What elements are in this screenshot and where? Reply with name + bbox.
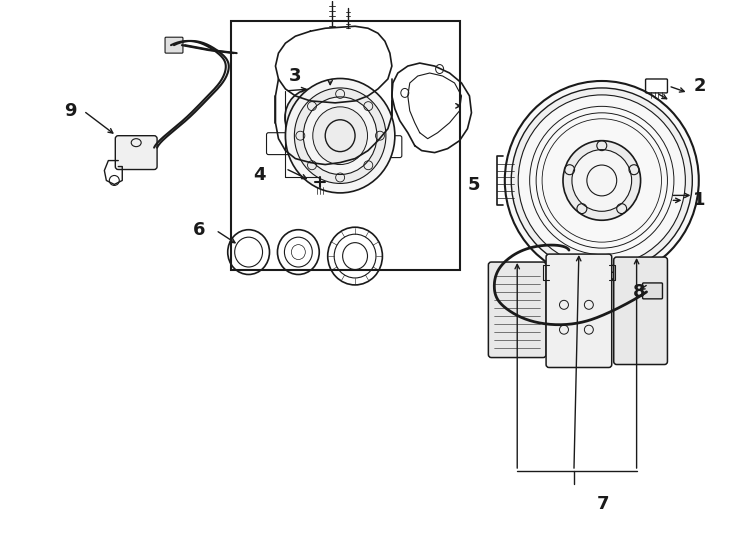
FancyBboxPatch shape <box>488 262 546 357</box>
Text: 6: 6 <box>193 221 206 239</box>
Text: 9: 9 <box>64 102 76 120</box>
Ellipse shape <box>512 88 692 273</box>
Ellipse shape <box>518 95 686 266</box>
Ellipse shape <box>303 97 377 174</box>
Ellipse shape <box>294 98 331 138</box>
Ellipse shape <box>294 88 386 184</box>
Text: 3: 3 <box>289 67 302 85</box>
Ellipse shape <box>563 140 641 220</box>
FancyBboxPatch shape <box>614 257 667 364</box>
Ellipse shape <box>339 103 377 143</box>
Ellipse shape <box>505 81 699 280</box>
Ellipse shape <box>313 107 368 165</box>
FancyBboxPatch shape <box>642 283 663 299</box>
Text: 7: 7 <box>597 495 609 513</box>
Ellipse shape <box>572 150 632 211</box>
Text: 5: 5 <box>468 177 480 194</box>
FancyBboxPatch shape <box>115 136 157 170</box>
Ellipse shape <box>331 94 385 152</box>
Ellipse shape <box>286 78 395 193</box>
Text: 8: 8 <box>633 283 645 301</box>
FancyBboxPatch shape <box>165 37 183 53</box>
Bar <box>230 21 459 270</box>
FancyBboxPatch shape <box>546 254 611 368</box>
Text: 1: 1 <box>694 191 706 210</box>
Ellipse shape <box>285 89 340 147</box>
Text: 4: 4 <box>253 166 266 185</box>
Text: 2: 2 <box>694 77 706 95</box>
